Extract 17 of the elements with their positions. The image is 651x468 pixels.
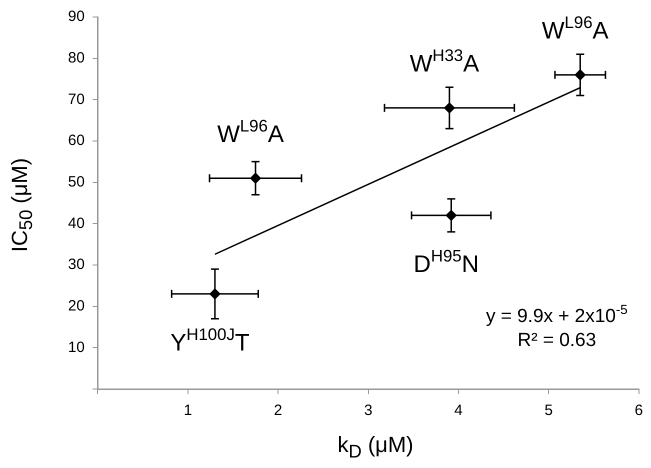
y-tick-label: 10 [68,338,85,356]
y-tick-label: 80 [68,49,85,66]
x-tick-label: 3 [364,402,372,420]
y-tick-label: 20 [68,297,85,314]
x-tick-label: 6 [634,402,643,420]
y-tick-label: 40 [68,214,85,232]
y-tick-label: 70 [68,90,85,108]
x-tick-label: 2 [274,402,282,420]
x-tick-label: 1 [184,402,192,420]
y-tick-label: 90 [68,8,85,26]
x-axis-title: k$_{D}$ (μM) [336,432,415,462]
annotation: R² = 0.63 [517,330,596,352]
x-tick-label: 4 [454,402,463,420]
y-tick-label: 50 [68,173,85,190]
y-tick-label: 60 [68,132,85,150]
y-tick-label: 30 [68,256,85,274]
x-tick-label: 5 [544,402,553,420]
